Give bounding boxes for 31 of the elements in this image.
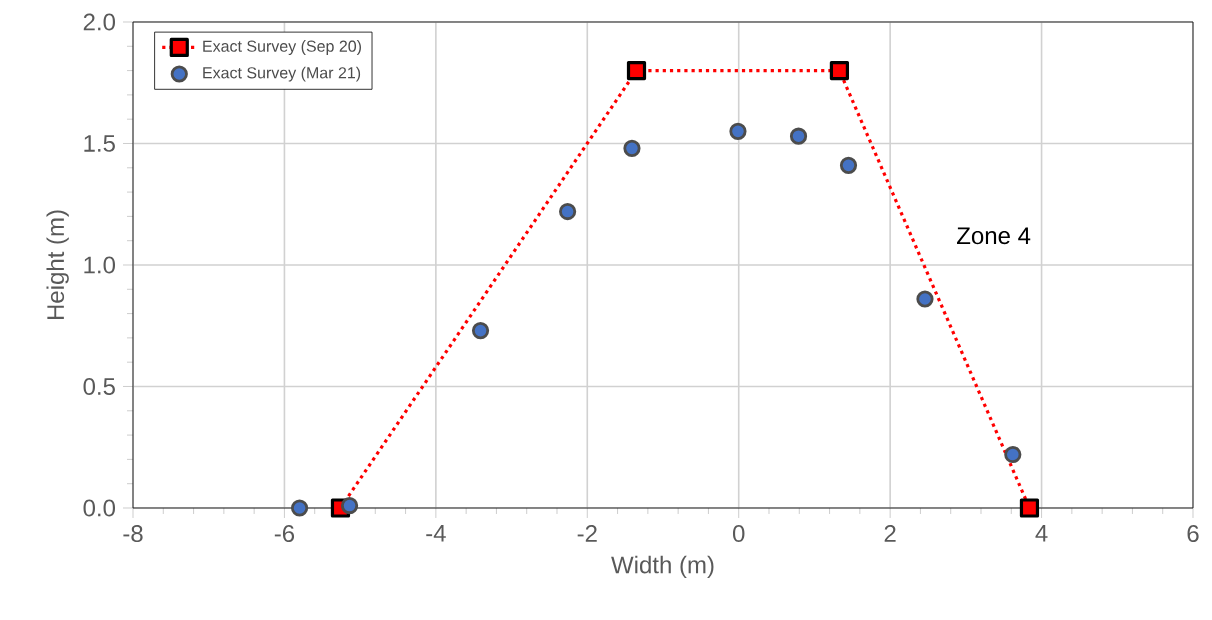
point (1019, 498, 1040, 518)
point (916, 290, 934, 308)
x-tick-label: 4 (1035, 525, 1048, 542)
y-tick-label: 0.5 (83, 378, 115, 395)
y-tick-label: 0.0 (83, 499, 116, 517)
point (789, 127, 808, 145)
y-tick-label: 1.0 (84, 256, 116, 274)
point (839, 156, 858, 174)
x-tick-label: -6 (274, 525, 295, 543)
annotation: Zone 4 (957, 227, 1031, 245)
point (340, 496, 359, 515)
x-tick-label: -4 (426, 525, 446, 542)
point (290, 499, 309, 517)
point (729, 122, 747, 140)
x-tick-label: -2 (577, 525, 597, 542)
y-tick-label: 2.0 (83, 13, 116, 31)
point (1004, 445, 1022, 464)
point (829, 60, 850, 81)
x-tick-label: 6 (1187, 525, 1199, 543)
y-axis-title: Height (m) (46, 210, 69, 320)
legend-label: Exact Survey (Mar 21) (203, 66, 361, 82)
x-tick-label: -8 (123, 525, 143, 543)
point (559, 202, 577, 221)
point (626, 60, 647, 81)
x-axis-title: Width (m) (611, 555, 714, 579)
legend-label: Exact Survey (Sep 20) (203, 40, 361, 56)
y-tick-label: 1.5 (84, 135, 115, 152)
point (471, 322, 490, 340)
point (623, 139, 641, 157)
x-tick-label: 2 (884, 525, 896, 542)
x-tick-label: 0 (732, 525, 745, 543)
